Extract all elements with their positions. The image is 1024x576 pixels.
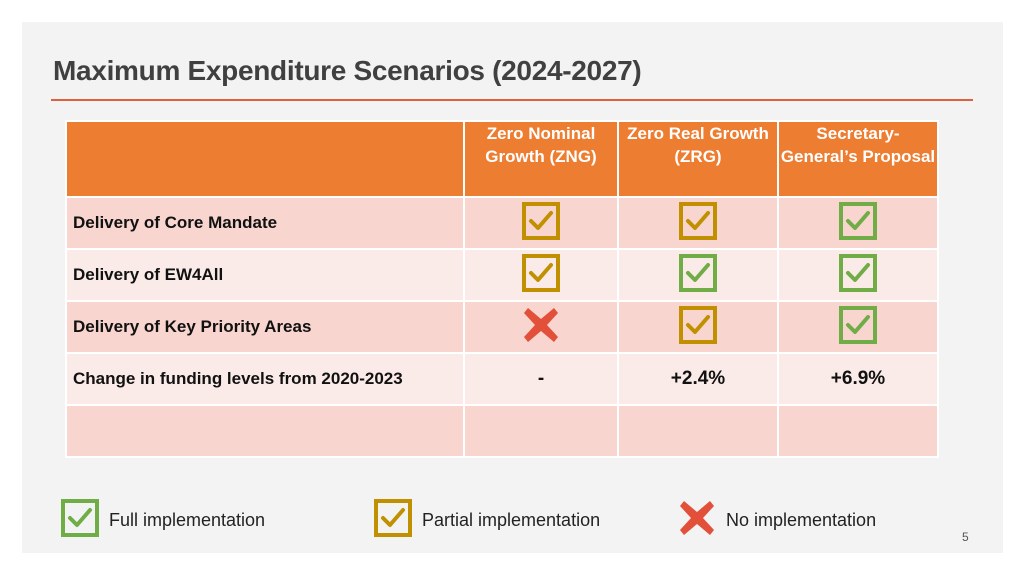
scenario-table: Zero Nominal Growth (ZNG) Zero Real Grow… (65, 120, 939, 458)
title-divider (51, 99, 973, 101)
row-label: Delivery of Key Priority Areas (65, 300, 465, 354)
header-zng: Zero Nominal Growth (ZNG) (463, 120, 619, 198)
funding-change-zng: - (463, 352, 619, 406)
check-box-green-icon (838, 201, 878, 246)
funding-change-sg: +6.9% (777, 352, 939, 406)
funding-change-zrg: +2.4% (617, 352, 779, 406)
status-cell (463, 300, 619, 354)
legend-none: No implementation (677, 498, 876, 543)
status-cell (463, 248, 619, 302)
header-sg-proposal: Secretary-General’s Proposal (777, 120, 939, 198)
empty-cell (463, 404, 619, 458)
check-box-gold-icon (678, 305, 718, 350)
row-label: Delivery of EW4All (65, 248, 465, 302)
check-box-gold-icon (678, 201, 718, 246)
legend-full-label: Full implementation (109, 510, 266, 530)
table-row (65, 404, 939, 458)
red-x-icon (521, 305, 561, 350)
table-row: Delivery of Core Mandate (65, 196, 939, 250)
slide: Maximum Expenditure Scenarios (2024-2027… (22, 22, 1003, 553)
empty-cell (617, 404, 779, 458)
status-cell (777, 248, 939, 302)
status-cell (777, 300, 939, 354)
table-header-row: Zero Nominal Growth (ZNG) Zero Real Grow… (65, 120, 939, 198)
slide-title: Maximum Expenditure Scenarios (2024-2027… (53, 55, 642, 86)
check-box-gold-icon (521, 253, 561, 298)
check-box-green-icon (838, 253, 878, 298)
status-cell (463, 196, 619, 250)
status-cell (617, 196, 779, 250)
header-empty (65, 120, 465, 198)
legend-full: Full implementation (60, 498, 265, 543)
check-box-green-icon (60, 498, 100, 543)
check-box-gold-icon (521, 201, 561, 246)
legend-partial-label: Partial implementation (422, 510, 601, 530)
legend-partial: Partial implementation (373, 498, 600, 543)
red-x-icon (677, 498, 717, 543)
check-box-green-icon (678, 253, 718, 298)
legend-none-label: No implementation (726, 510, 877, 530)
status-cell (777, 196, 939, 250)
status-cell (617, 248, 779, 302)
row-label: Delivery of Core Mandate (65, 196, 465, 250)
row-label: Change in funding levels from 2020-2023 (65, 352, 465, 406)
check-box-gold-icon (373, 498, 413, 543)
table-row: Change in funding levels from 2020-2023 … (65, 352, 939, 406)
check-box-green-icon (838, 305, 878, 350)
table-row: Delivery of EW4All (65, 248, 939, 302)
page-number: 5 (962, 530, 969, 544)
empty-cell (777, 404, 939, 458)
status-cell (617, 300, 779, 354)
table-row: Delivery of Key Priority Areas (65, 300, 939, 354)
row-label (65, 404, 465, 458)
header-zrg: Zero Real Growth (ZRG) (617, 120, 779, 198)
